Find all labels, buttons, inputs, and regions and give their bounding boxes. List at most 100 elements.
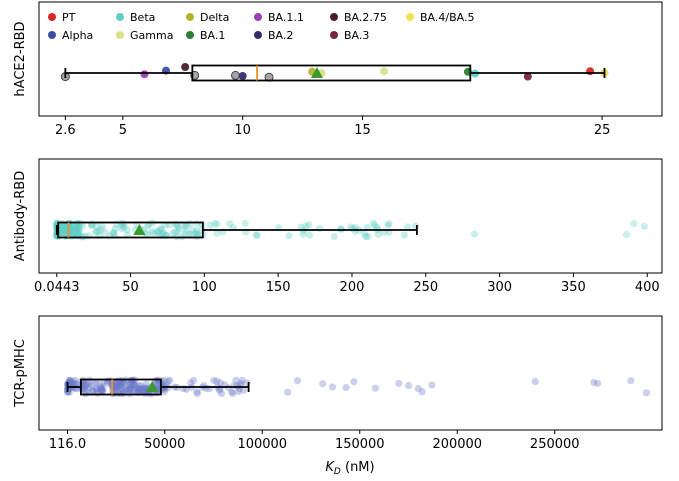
data-point (299, 230, 307, 238)
data-point (400, 231, 408, 239)
data-point (142, 380, 150, 388)
y-axis-label: Antibody-RBD (13, 171, 28, 261)
data-point (131, 382, 140, 390)
data-point (99, 384, 107, 392)
x-tick-label: 300 (487, 280, 512, 295)
data-point (138, 385, 147, 393)
data-point (140, 70, 149, 79)
data-point (72, 222, 80, 230)
data-point (115, 382, 123, 390)
data-point (241, 219, 249, 228)
data-point (85, 384, 93, 392)
data-point (192, 229, 200, 237)
data-point (350, 378, 358, 386)
legend-label: BA.1 (200, 29, 225, 42)
data-point (640, 222, 648, 230)
panel-frame (38, 315, 663, 431)
data-point (174, 222, 182, 230)
data-point (92, 385, 101, 393)
data-point (96, 384, 104, 392)
data-point (187, 230, 196, 238)
data-point (92, 222, 100, 230)
legend: PT Alpha Beta Gamma Delta BA.1 BA.1.1 BA.2 BA.2.… (48, 11, 474, 42)
data-point (120, 378, 128, 387)
data-point (166, 376, 174, 384)
data-point (135, 382, 143, 390)
data-point (594, 379, 602, 387)
data-point (92, 228, 100, 237)
data-point (85, 379, 93, 388)
data-point (193, 227, 201, 235)
data-point (121, 385, 130, 394)
x-axis-ticks: 116.0 50000 100000 150000 200000 250000 (49, 430, 580, 452)
x-tick-label: 150 (266, 280, 291, 295)
data-point (73, 222, 81, 230)
data-point (116, 382, 124, 390)
legend-marker (116, 31, 124, 39)
data-point (92, 385, 100, 393)
data-point (213, 377, 221, 385)
x-axis-label-sub: D (334, 467, 341, 477)
data-point (98, 222, 106, 230)
data-point (125, 385, 134, 394)
x-tick-label: 0.0443 (34, 280, 80, 295)
data-point (97, 384, 105, 392)
data-point (89, 387, 97, 396)
data-point (75, 227, 83, 235)
data-point (181, 63, 190, 71)
data-point (101, 228, 109, 236)
x-tick-label: 200000 (432, 437, 482, 452)
legend-marker (186, 31, 194, 39)
data-point (81, 232, 89, 240)
legend-label: Gamma (130, 29, 173, 42)
data-point (232, 376, 240, 384)
data-point (193, 388, 201, 396)
data-point (104, 379, 112, 387)
data-point (148, 228, 156, 236)
boxplot (55, 221, 418, 239)
data-point (62, 222, 70, 230)
data-point (160, 376, 169, 385)
data-point (69, 380, 77, 388)
data-point (122, 385, 130, 393)
data-point (369, 219, 378, 227)
data-point (69, 378, 77, 386)
data-point (111, 383, 119, 391)
data-point (159, 229, 167, 237)
data-point (112, 380, 120, 388)
data-point (60, 226, 68, 234)
data-point (143, 230, 152, 238)
data-point (293, 377, 301, 385)
data-point (128, 387, 136, 395)
data-point (137, 385, 145, 393)
data-point (188, 226, 196, 234)
x-tick-label: 200 (340, 280, 365, 295)
data-point (118, 222, 126, 230)
data-point (136, 385, 144, 393)
data-point (523, 72, 532, 81)
data-point (71, 228, 80, 236)
data-point (374, 230, 382, 238)
legend-label: BA.1.1 (268, 11, 304, 24)
data-point (211, 220, 219, 228)
data-point (62, 222, 70, 230)
data-point (116, 387, 124, 395)
x-tick-label: 50 (122, 280, 139, 295)
data-point (135, 387, 143, 395)
data-point (185, 230, 193, 239)
data-point (141, 388, 149, 396)
data-point (315, 224, 324, 233)
data-point (66, 379, 74, 387)
data-point (97, 386, 106, 394)
data-point (180, 222, 188, 230)
data-point (305, 231, 314, 239)
data-point (228, 388, 236, 396)
data-point (126, 386, 134, 394)
x-tick-label: 15 (354, 123, 371, 138)
data-point (75, 224, 83, 233)
data-point (586, 67, 595, 76)
data-point (328, 383, 337, 391)
data-point (371, 221, 379, 229)
panel-frame (38, 1, 663, 117)
data-point (70, 379, 78, 388)
